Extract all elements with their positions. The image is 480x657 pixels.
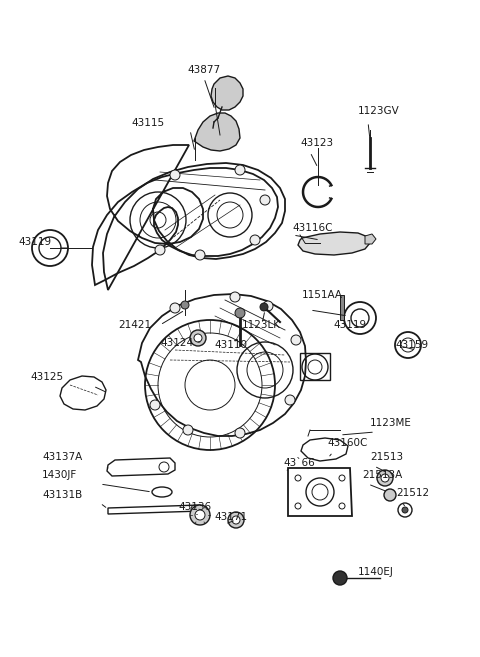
Text: 43136: 43136 xyxy=(178,502,211,512)
Circle shape xyxy=(235,428,245,438)
Circle shape xyxy=(260,195,270,205)
Circle shape xyxy=(228,512,244,528)
Polygon shape xyxy=(340,295,344,320)
Polygon shape xyxy=(194,113,240,151)
Text: 43137A: 43137A xyxy=(42,452,82,462)
Circle shape xyxy=(235,308,245,318)
Text: 43119: 43119 xyxy=(333,320,366,330)
Text: 43160C: 43160C xyxy=(327,438,367,448)
Circle shape xyxy=(170,303,180,313)
Circle shape xyxy=(333,571,347,585)
Circle shape xyxy=(190,330,206,346)
Text: 43124: 43124 xyxy=(160,338,193,348)
Polygon shape xyxy=(211,76,243,110)
Circle shape xyxy=(159,462,169,472)
Circle shape xyxy=(183,425,193,435)
Circle shape xyxy=(195,510,205,520)
Circle shape xyxy=(295,503,301,509)
Circle shape xyxy=(263,301,273,311)
Text: 43159: 43159 xyxy=(395,340,428,350)
Circle shape xyxy=(381,474,389,482)
Circle shape xyxy=(306,478,334,506)
Text: 1123ME: 1123ME xyxy=(370,418,412,428)
Text: 21513A: 21513A xyxy=(362,470,402,480)
Circle shape xyxy=(181,301,189,309)
Circle shape xyxy=(170,170,180,180)
Text: 43125: 43125 xyxy=(30,372,63,382)
Polygon shape xyxy=(365,234,376,244)
Circle shape xyxy=(195,250,205,260)
Text: 43171: 43171 xyxy=(214,512,247,522)
Circle shape xyxy=(155,245,165,255)
Text: 43119: 43119 xyxy=(18,237,51,247)
Circle shape xyxy=(235,165,245,175)
Circle shape xyxy=(250,235,260,245)
Text: 1151AA: 1151AA xyxy=(302,290,343,300)
Text: 1430JF: 1430JF xyxy=(42,470,77,480)
Text: 21512: 21512 xyxy=(396,488,429,498)
Circle shape xyxy=(194,334,202,342)
Text: 1140EJ: 1140EJ xyxy=(358,567,394,577)
Circle shape xyxy=(291,335,301,345)
Circle shape xyxy=(232,516,240,524)
Text: 21421: 21421 xyxy=(118,320,151,330)
Circle shape xyxy=(402,507,408,513)
Circle shape xyxy=(295,475,301,481)
Circle shape xyxy=(260,303,268,311)
Text: 1123GV: 1123GV xyxy=(358,106,400,116)
Circle shape xyxy=(339,475,345,481)
Text: 43123: 43123 xyxy=(300,138,333,148)
Circle shape xyxy=(377,470,393,486)
Text: 43`66: 43`66 xyxy=(283,458,315,468)
Text: 1123LK: 1123LK xyxy=(242,320,281,330)
Text: 43131B: 43131B xyxy=(42,490,82,500)
Text: 43110: 43110 xyxy=(214,340,247,350)
Circle shape xyxy=(339,503,345,509)
Text: 21513: 21513 xyxy=(370,452,403,462)
Circle shape xyxy=(150,400,160,410)
Text: 43877: 43877 xyxy=(187,65,221,75)
Circle shape xyxy=(384,489,396,501)
Text: 43116C: 43116C xyxy=(292,223,333,233)
Polygon shape xyxy=(298,232,370,255)
Circle shape xyxy=(190,505,210,525)
Text: 43115: 43115 xyxy=(132,118,165,128)
Circle shape xyxy=(285,395,295,405)
Circle shape xyxy=(230,292,240,302)
